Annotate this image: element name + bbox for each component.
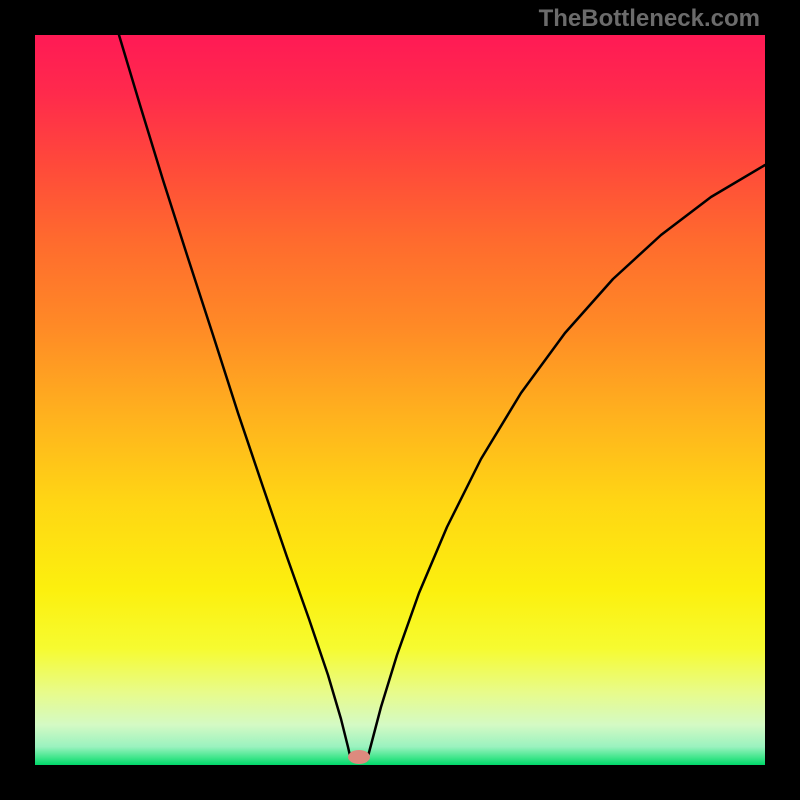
- chart-frame: TheBottleneck.com: [0, 0, 800, 800]
- watermark-text: TheBottleneck.com: [539, 5, 760, 33]
- curve-right-branch: [367, 165, 765, 760]
- optimal-point-marker: [348, 750, 370, 764]
- curve-left-branch: [119, 35, 351, 760]
- bottleneck-curve: [35, 35, 765, 765]
- plot-area: [35, 35, 765, 765]
